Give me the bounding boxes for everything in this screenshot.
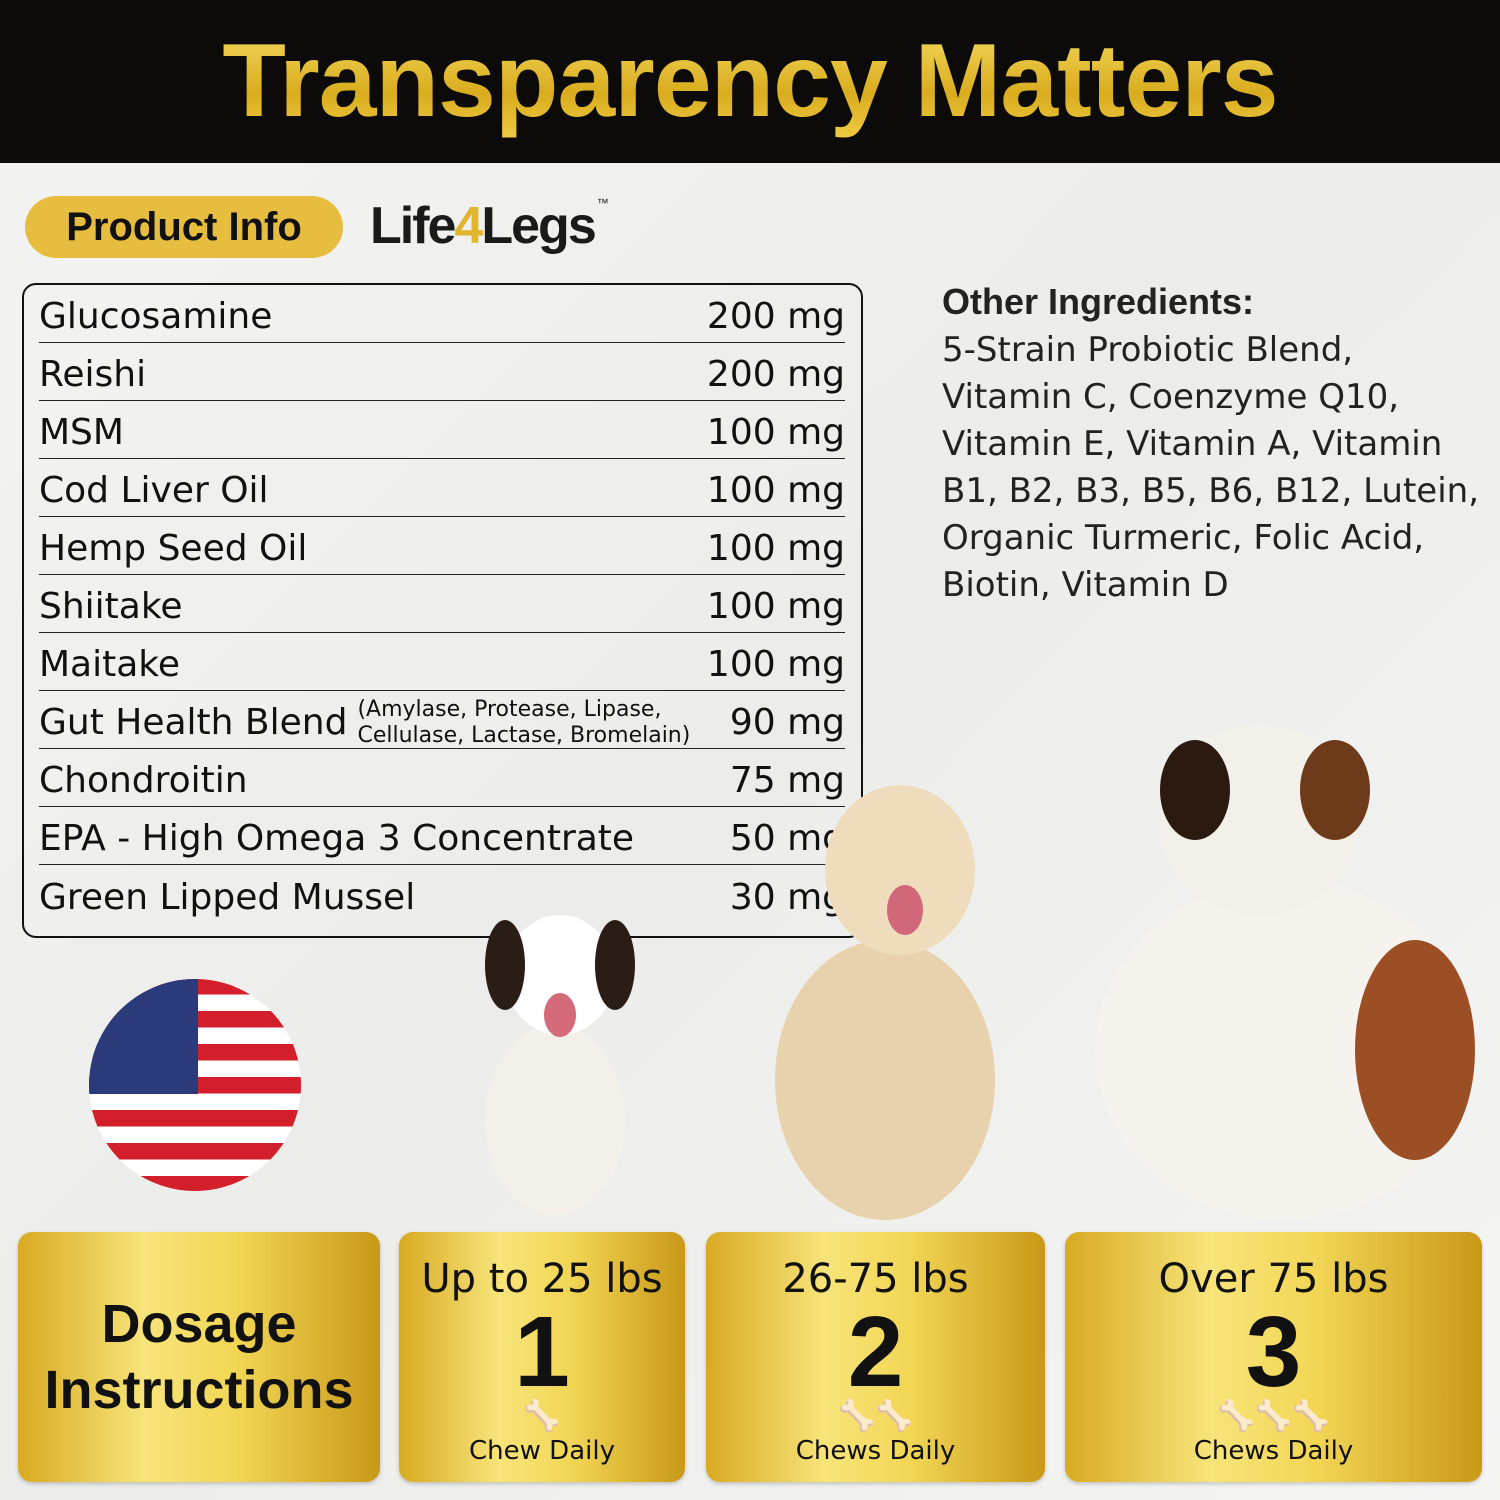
brand-logo: Life4Legs ™ xyxy=(370,196,609,256)
product-info-badge: Product Info xyxy=(25,196,343,258)
ingredient-amount: 200 mg xyxy=(706,354,845,395)
ingredient-amount: 100 mg xyxy=(706,528,845,569)
ingredient-row: Gut Health Blend (Amylase, Protease, Lipa… xyxy=(39,691,845,749)
flag-stripe xyxy=(89,1110,301,1127)
ingredient-name: Reishi xyxy=(39,354,147,395)
ingredient-row: Reishi 200 mg xyxy=(39,343,845,401)
ingredient-row: MSM 100 mg xyxy=(39,401,845,459)
ingredient-row: Green Lipped Mussel 30 mg xyxy=(39,865,845,923)
ingredient-row: Chondroitin 75 mg xyxy=(39,749,845,807)
ingredient-name: Gut Health Blend xyxy=(39,702,348,743)
ingredient-name: Shiitake xyxy=(39,586,183,627)
bone-icon: 🦴 xyxy=(523,1399,561,1434)
ingredient-amount: 50 mg xyxy=(729,818,845,859)
ingredient-note: (Amylase, Protease, Lipase, Cellulase, La… xyxy=(357,696,691,748)
ingredient-row: Maitake 100 mg xyxy=(39,633,845,691)
ingredient-amount: 30 mg xyxy=(729,876,845,918)
other-ingredients-heading: Other Ingredients xyxy=(942,281,1243,322)
weight-range: Up to 25 lbs xyxy=(421,1256,663,1302)
ingredient-name: Maitake xyxy=(39,644,181,685)
ingredient-amount: 75 mg xyxy=(729,760,845,801)
dosage-tier: 26-75 lbs 2 🦴🦴 Chews Daily xyxy=(706,1232,1045,1482)
chew-count: 3 xyxy=(1245,1296,1302,1408)
header-banner: Transparency Matters xyxy=(0,0,1500,163)
ingredient-row: Hemp Seed Oil 100 mg xyxy=(39,517,845,575)
ingredient-amount: 100 mg xyxy=(706,644,845,685)
ingredient-row: Cod Liver Oil 100 mg xyxy=(39,459,845,517)
dosage-instructions-title: Dosage Instructions xyxy=(18,1232,380,1482)
chew-label: Chews Daily xyxy=(1193,1436,1354,1466)
dosage-title-line2: Instructions xyxy=(44,1360,354,1420)
page-title: Transparency Matters xyxy=(222,23,1278,139)
chew-count: 2 xyxy=(847,1296,904,1408)
dosage-tier: Over 75 lbs 3 🦴🦴🦴 Chews Daily xyxy=(1065,1232,1482,1482)
ingredient-name: Hemp Seed Oil xyxy=(39,528,308,569)
ingredient-amount: 100 mg xyxy=(706,412,845,453)
ingredient-row: Shiitake 100 mg xyxy=(39,575,845,633)
logo-text-2: Legs xyxy=(481,197,596,255)
logo-four: 4 xyxy=(454,197,483,255)
ingredient-amount: 100 mg xyxy=(706,470,845,511)
ingredient-name: EPA - High Omega 3 Concentrate xyxy=(39,818,635,859)
ingredient-row: EPA - High Omega 3 Concentrate 50 mg xyxy=(39,807,845,865)
bone-icon: 🦴🦴 xyxy=(838,1399,913,1434)
other-ingredients: Other Ingredients: 5-Strain Probiotic Bl… xyxy=(942,281,1480,605)
bone-icon: 🦴🦴🦴 xyxy=(1217,1399,1330,1434)
saint-bernard-image xyxy=(1095,725,1475,1220)
ingredient-name: Green Lipped Mussel xyxy=(39,876,416,918)
ingredient-amount: 200 mg xyxy=(706,296,845,337)
chew-label: Chew Daily xyxy=(469,1436,615,1466)
puppy-image xyxy=(485,915,635,1215)
ingredient-name: MSM xyxy=(39,412,124,453)
chew-count: 1 xyxy=(514,1296,570,1408)
other-ingredients-text: 5-Strain Probiotic Blend, Vitamin C, Coe… xyxy=(942,330,1480,605)
ingredient-row: Glucosamine 200 mg xyxy=(39,285,845,343)
trademark: ™ xyxy=(596,196,609,210)
logo-text: Life xyxy=(370,197,456,255)
ingredient-name: Cod Liver Oil xyxy=(39,470,269,511)
flag-stripe xyxy=(89,1176,301,1191)
ingredient-name: Chondroitin xyxy=(39,760,248,801)
weight-range: Over 75 lbs xyxy=(1158,1256,1389,1302)
weight-range: 26-75 lbs xyxy=(782,1256,969,1302)
chew-label: Chews Daily xyxy=(795,1436,956,1466)
golden-retriever-image xyxy=(775,785,995,1220)
dosage-title-line1: Dosage xyxy=(101,1294,297,1354)
ingredient-name: Glucosamine xyxy=(39,296,273,337)
ingredient-amount: 100 mg xyxy=(706,586,845,627)
ingredient-amount: 90 mg xyxy=(729,702,845,743)
dosage-tier: Up to 25 lbs 1 🦴 Chew Daily xyxy=(399,1232,685,1482)
usa-flag-icon xyxy=(89,979,301,1191)
ingredients-table: Glucosamine 200 mg Reishi 200 mg MSM 100 mg Co… xyxy=(22,283,863,938)
flag-stripe xyxy=(89,1143,301,1160)
